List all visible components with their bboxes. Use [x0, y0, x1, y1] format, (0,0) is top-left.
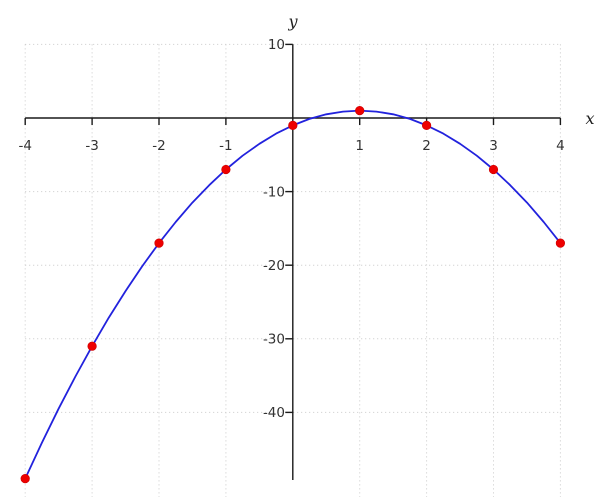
data-point: [221, 164, 231, 175]
x-tick-label: -4: [18, 138, 31, 154]
x-tick-label: -3: [85, 138, 98, 154]
data-point: [422, 120, 432, 130]
y-axis-label: y: [287, 12, 298, 31]
y-tick-label: -30: [263, 332, 285, 348]
x-tick-label: 2: [422, 138, 431, 154]
x-tick-label: -1: [219, 138, 232, 154]
data-point: [20, 474, 30, 484]
data-point: [355, 105, 365, 116]
data-point: [488, 164, 499, 175]
x-tick-label: 4: [556, 138, 565, 154]
y-tick-label: 10: [268, 37, 285, 53]
x-axis-label: x: [585, 109, 594, 128]
y-tick-label: -40: [263, 405, 285, 421]
data-point: [87, 341, 97, 351]
y-tick-label: -20: [263, 258, 285, 274]
data-point: [288, 120, 298, 130]
x-tick-label: -2: [152, 138, 165, 154]
data-point: [154, 238, 164, 248]
y-tick-label: -10: [263, 184, 285, 200]
x-tick-label: 1: [355, 138, 364, 154]
x-tick-label: 3: [489, 138, 498, 154]
data-point: [555, 238, 566, 248]
